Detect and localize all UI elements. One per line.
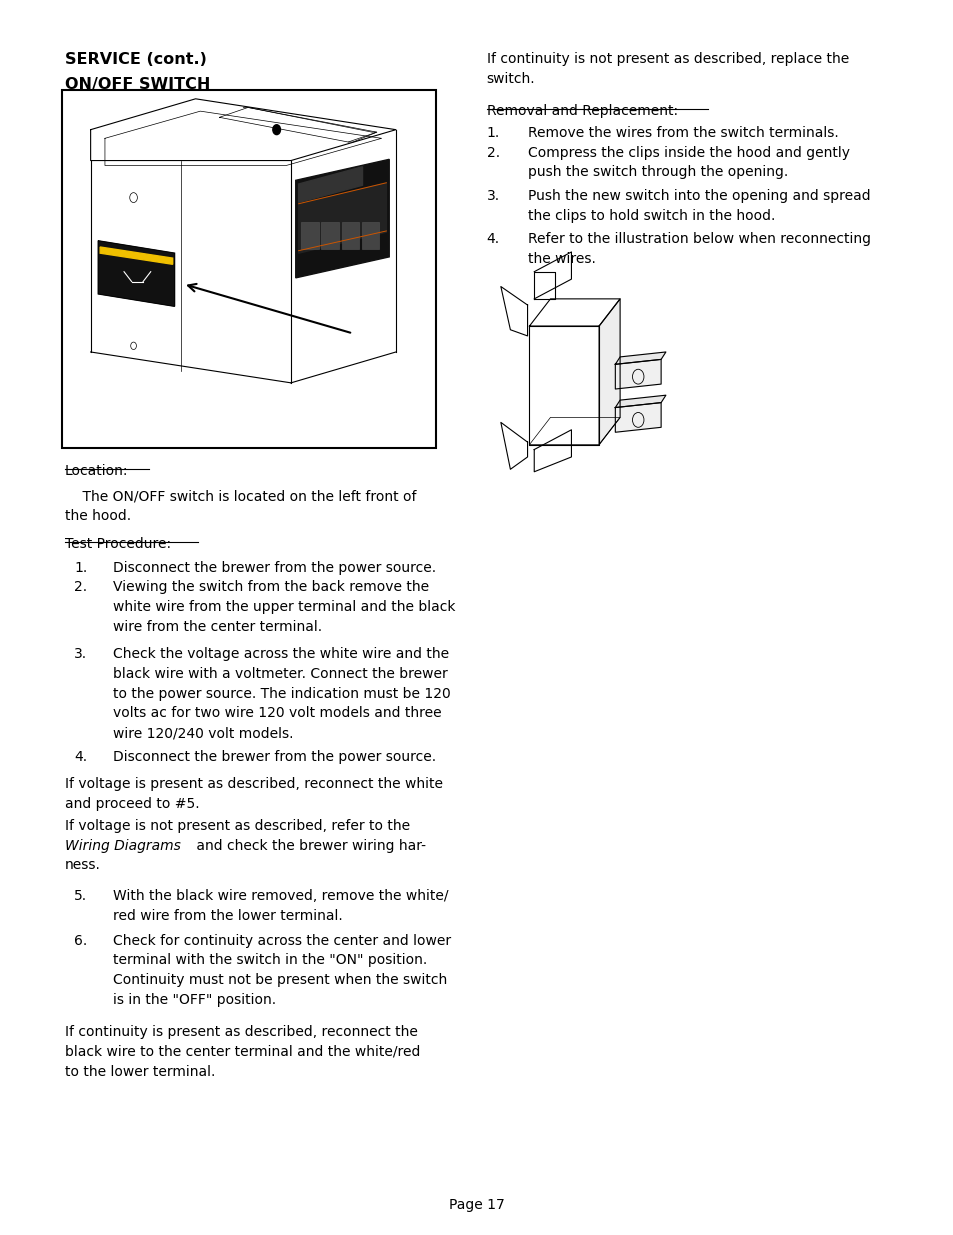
Text: Removal and Replacement:: Removal and Replacement: <box>486 104 677 117</box>
Text: wire 120/240 volt models.: wire 120/240 volt models. <box>112 726 293 740</box>
Text: 3.: 3. <box>486 189 499 203</box>
Text: wire from the center terminal.: wire from the center terminal. <box>112 620 321 634</box>
Text: ON/OFF SWITCH: ON/OFF SWITCH <box>65 77 210 91</box>
Text: to the power source. The indication must be 120: to the power source. The indication must… <box>112 687 450 700</box>
Text: If voltage is not present as described, refer to the: If voltage is not present as described, … <box>65 819 410 832</box>
Text: switch.: switch. <box>486 72 535 85</box>
Text: ness.: ness. <box>65 858 101 872</box>
Bar <box>321 222 338 249</box>
Polygon shape <box>298 183 386 253</box>
Text: If voltage is present as described, reconnect the white: If voltage is present as described, reco… <box>65 777 442 790</box>
Polygon shape <box>615 359 660 389</box>
Polygon shape <box>598 299 619 445</box>
Text: Test Procedure:: Test Procedure: <box>65 537 171 551</box>
Text: SERVICE (cont.): SERVICE (cont.) <box>65 52 207 67</box>
Text: 1.: 1. <box>74 561 88 574</box>
Bar <box>361 222 378 249</box>
Text: the wires.: the wires. <box>527 252 595 266</box>
Text: Check the voltage across the white wire and the: Check the voltage across the white wire … <box>112 647 448 661</box>
Text: Page 17: Page 17 <box>449 1198 504 1212</box>
Text: If continuity is not present as described, replace the: If continuity is not present as describe… <box>486 52 848 65</box>
Polygon shape <box>295 159 389 278</box>
Text: white wire from the upper terminal and the black: white wire from the upper terminal and t… <box>112 600 455 614</box>
Polygon shape <box>100 247 172 264</box>
Text: 6.: 6. <box>74 934 88 947</box>
Text: Check for continuity across the center and lower: Check for continuity across the center a… <box>112 934 450 947</box>
Text: 1.: 1. <box>486 126 499 140</box>
Text: Disconnect the brewer from the power source.: Disconnect the brewer from the power sou… <box>112 561 436 574</box>
Text: Push the new switch into the opening and spread: Push the new switch into the opening and… <box>527 189 869 203</box>
Text: Viewing the switch from the back remove the: Viewing the switch from the back remove … <box>112 580 428 594</box>
Text: to the lower terminal.: to the lower terminal. <box>65 1065 215 1078</box>
Text: volts ac for two wire 120 volt models and three: volts ac for two wire 120 volt models an… <box>112 706 440 720</box>
Text: Remove the wires from the switch terminals.: Remove the wires from the switch termina… <box>527 126 838 140</box>
Text: If continuity is present as described, reconnect the: If continuity is present as described, r… <box>65 1025 417 1039</box>
Text: 4.: 4. <box>486 232 499 246</box>
Text: push the switch through the opening.: push the switch through the opening. <box>527 165 787 179</box>
Bar <box>341 222 358 249</box>
Text: 2.: 2. <box>486 146 499 159</box>
Text: red wire from the lower terminal.: red wire from the lower terminal. <box>112 909 342 923</box>
Text: Compress the clips inside the hood and gently: Compress the clips inside the hood and g… <box>527 146 849 159</box>
Polygon shape <box>615 352 665 364</box>
Text: Disconnect the brewer from the power source.: Disconnect the brewer from the power sou… <box>112 750 436 763</box>
Text: black wire to the center terminal and the white/red: black wire to the center terminal and th… <box>65 1045 420 1058</box>
Circle shape <box>273 125 280 135</box>
Text: With the black wire removed, remove the white/: With the black wire removed, remove the … <box>112 889 448 903</box>
Text: 4.: 4. <box>74 750 88 763</box>
Bar <box>301 222 318 249</box>
Text: terminal with the switch in the "ON" position.: terminal with the switch in the "ON" pos… <box>112 953 426 967</box>
Bar <box>62 90 436 448</box>
Text: Refer to the illustration below when reconnecting: Refer to the illustration below when rec… <box>527 232 870 246</box>
Polygon shape <box>98 241 174 306</box>
Text: the hood.: the hood. <box>65 509 131 522</box>
Text: The ON/OFF switch is located on the left front of: The ON/OFF switch is located on the left… <box>65 489 416 503</box>
Text: 3.: 3. <box>74 647 88 661</box>
Text: the clips to hold switch in the hood.: the clips to hold switch in the hood. <box>527 209 774 222</box>
Text: 5.: 5. <box>74 889 88 903</box>
Polygon shape <box>615 395 665 408</box>
Text: black wire with a voltmeter. Connect the brewer: black wire with a voltmeter. Connect the… <box>112 667 447 680</box>
Text: is in the "OFF" position.: is in the "OFF" position. <box>112 993 275 1007</box>
Text: and proceed to #5.: and proceed to #5. <box>65 797 199 810</box>
Text: Location:: Location: <box>65 464 129 478</box>
Text: 2.: 2. <box>74 580 88 594</box>
Text: Wiring Diagrams: Wiring Diagrams <box>65 839 180 852</box>
Polygon shape <box>298 167 362 203</box>
Text: Continuity must not be present when the switch: Continuity must not be present when the … <box>112 973 446 987</box>
Polygon shape <box>615 403 660 432</box>
Text: and check the brewer wiring har-: and check the brewer wiring har- <box>192 839 425 852</box>
